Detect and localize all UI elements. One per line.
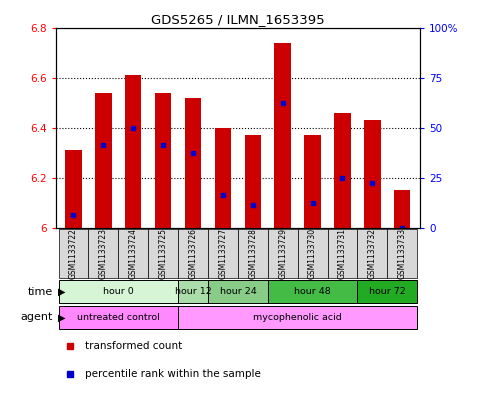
FancyBboxPatch shape [268,229,298,278]
Text: time: time [28,287,53,297]
Bar [155,93,171,228]
Bar [334,113,351,228]
Text: hour 72: hour 72 [369,287,406,296]
FancyBboxPatch shape [118,229,148,278]
FancyBboxPatch shape [357,229,387,278]
Text: hour 12: hour 12 [175,287,212,296]
Bar [274,42,291,228]
Text: GSM1133731: GSM1133731 [338,228,347,279]
Bar [244,135,261,228]
Text: GSM1133723: GSM1133723 [99,228,108,279]
Text: agent: agent [21,312,53,322]
Text: GSM1133729: GSM1133729 [278,228,287,279]
FancyBboxPatch shape [268,280,357,303]
Bar [65,150,82,228]
Text: GSM1133730: GSM1133730 [308,228,317,279]
Bar [215,128,231,228]
Text: GSM1133733: GSM1133733 [398,228,407,279]
Text: GSM1133724: GSM1133724 [129,228,138,279]
Bar [394,190,411,228]
Text: ▶: ▶ [57,312,65,322]
Text: mycophenolic acid: mycophenolic acid [253,313,342,322]
FancyBboxPatch shape [178,280,208,303]
Bar [304,135,321,228]
FancyBboxPatch shape [58,280,178,303]
Text: untreated control: untreated control [77,313,160,322]
FancyBboxPatch shape [148,229,178,278]
FancyBboxPatch shape [178,229,208,278]
Text: GSM1133727: GSM1133727 [218,228,227,279]
FancyBboxPatch shape [298,229,327,278]
Text: GSM1133722: GSM1133722 [69,228,78,279]
Bar [185,98,201,228]
FancyBboxPatch shape [327,229,357,278]
FancyBboxPatch shape [357,280,417,303]
Text: transformed count: transformed count [85,341,182,351]
Text: ▶: ▶ [57,287,65,297]
Text: GSM1133725: GSM1133725 [158,228,168,279]
Text: hour 48: hour 48 [294,287,331,296]
Bar [125,75,142,228]
FancyBboxPatch shape [238,229,268,278]
Text: percentile rank within the sample: percentile rank within the sample [85,369,261,379]
FancyBboxPatch shape [208,229,238,278]
Bar [364,120,381,228]
Text: hour 0: hour 0 [103,287,134,296]
Bar [95,93,112,228]
FancyBboxPatch shape [58,306,178,329]
FancyBboxPatch shape [178,306,417,329]
FancyBboxPatch shape [58,229,88,278]
Text: GSM1133732: GSM1133732 [368,228,377,279]
Text: GSM1133726: GSM1133726 [188,228,198,279]
FancyBboxPatch shape [387,229,417,278]
FancyBboxPatch shape [208,280,268,303]
FancyBboxPatch shape [88,229,118,278]
Text: GSM1133728: GSM1133728 [248,228,257,279]
Text: hour 24: hour 24 [219,287,256,296]
Title: GDS5265 / ILMN_1653395: GDS5265 / ILMN_1653395 [151,13,325,26]
